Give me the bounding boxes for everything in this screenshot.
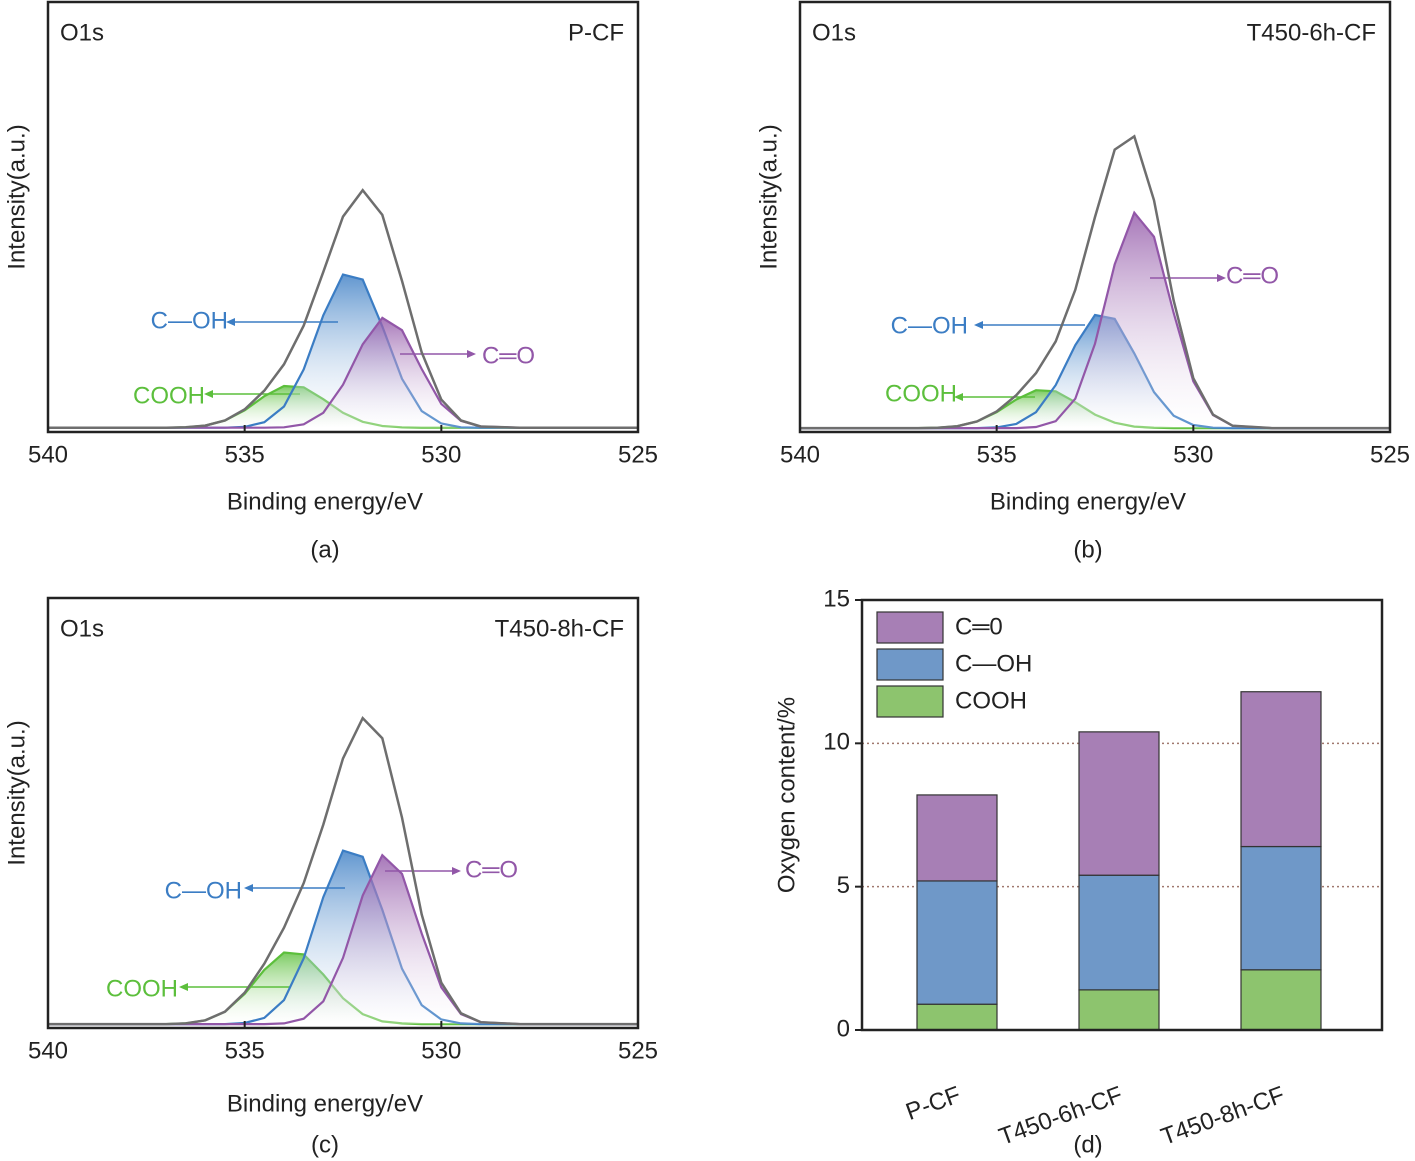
y-tick-label: 15 [823,585,850,612]
x-tick-label: 540 [28,1037,68,1064]
panel-label: O1s [812,19,856,46]
peak-area [48,855,638,1025]
envelope-line [48,188,638,429]
arrow-head [452,867,461,875]
panel-title: P-CF [568,19,624,46]
x-tick-label: 525 [1370,441,1410,468]
panel-title: T450-8h-CF [495,615,624,642]
caption: (d) [1073,1131,1102,1158]
bar-segment [1240,969,1322,1031]
peak-label: C═O [482,342,535,369]
envelope-line [800,134,1390,430]
x-tick-label: 530 [421,1037,461,1064]
arrow-head [226,318,235,326]
bar-segment [1240,691,1322,848]
plot-frame [860,598,1384,1032]
peak-label: C—OH [891,312,968,339]
peak-area [48,850,638,1025]
x-tick-label: 530 [421,441,461,468]
caption: (b) [1073,536,1102,563]
arrow-head [179,983,188,991]
bar-segment [916,794,998,882]
arrow-head [1217,274,1226,282]
x-tick-label: T450-6h-CF [995,1081,1126,1151]
plot-frame [46,596,640,1030]
peak-area [48,317,638,428]
peak-label: COOH [106,975,178,1002]
panel-label: O1s [60,615,104,642]
y-axis-label: Intensity(a.u.) [3,124,30,269]
plot-frame [798,0,1392,434]
panel-title: T450-6h-CF [1247,19,1376,46]
x-tick-label: 535 [225,1037,265,1064]
y-tick-label: 5 [837,872,850,899]
bar-segment [1078,874,1160,991]
y-tick-label: 0 [837,1015,850,1042]
x-tick-label: 525 [618,441,658,468]
x-tick-label: 530 [1173,441,1213,468]
peak-label: COOH [885,380,957,407]
peak-label: COOH [133,382,205,409]
y-axis-label: Intensity(a.u.) [3,720,30,865]
x-axis-label: Binding energy/eV [227,488,423,515]
panel-label: O1s [60,19,104,46]
caption: (c) [311,1131,339,1158]
peak-area [48,274,638,428]
x-tick-label: 535 [977,441,1017,468]
peak-label: C—OH [151,307,228,334]
legend-swatch [876,685,944,718]
arrow-head [954,393,963,401]
arrow-head [974,321,983,329]
legend-label: C═0 [955,613,1003,640]
legend-label: C—OH [955,650,1032,677]
bar-segment [916,1003,998,1031]
y-axis-label: Oxygen content/% [773,697,800,893]
x-tick-label: 525 [618,1037,658,1064]
legend-swatch [876,611,944,644]
y-axis-label: Intensity(a.u.) [755,124,782,269]
x-tick-label: 540 [28,441,68,468]
plot-frame [46,0,640,434]
legend-label: COOH [955,687,1027,714]
envelope-line [48,715,638,1026]
x-tick-label: P-CF [902,1081,964,1126]
arrow-head [467,350,476,358]
peak-label: C—OH [165,877,242,904]
bar-segment [916,880,998,1005]
x-tick-label: 540 [780,441,820,468]
legend-swatch [876,648,944,681]
caption: (a) [310,536,339,563]
x-tick-label: 535 [225,441,265,468]
arrow-head [204,390,213,398]
peak-label: C═O [465,856,518,883]
x-axis-label: Binding energy/eV [227,1090,423,1117]
peak-area [800,212,1390,429]
arrow-head [244,884,253,892]
bar-segment [1078,731,1160,876]
x-axis-label: Binding energy/eV [990,488,1186,515]
y-tick-label: 10 [823,729,850,756]
bar-segment [1240,845,1322,971]
peak-label: C═O [1226,262,1279,289]
x-tick-label: T450-8h-CF [1157,1081,1288,1151]
bar-segment [1078,989,1160,1031]
